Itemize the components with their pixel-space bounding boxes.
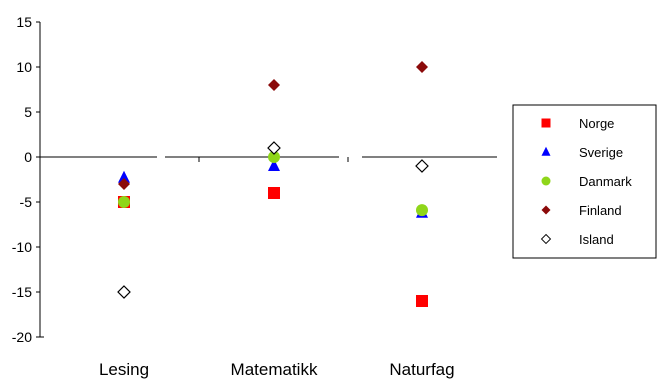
y-tick-label: 15 [16,14,32,30]
point-sverige [268,159,280,171]
point-island [117,285,131,299]
point-danmark [416,204,428,217]
point-island [267,141,281,155]
category-label: Lesing [99,360,149,379]
y-tick-label: 5 [24,104,32,120]
legend-label: Norge [579,116,614,131]
legend-label: Sverige [579,145,623,160]
y-tick-label: -20 [12,329,32,345]
legend-marker [541,176,551,186]
y-tick-label: 10 [16,59,32,75]
point-finland [416,61,428,73]
y-tick-label: -5 [20,194,33,210]
point-norge [416,295,428,307]
point-sverige [118,170,130,183]
legend-label: Island [579,232,614,247]
point-danmark [268,151,280,163]
point-island [415,159,429,173]
legend-marker [541,146,551,156]
category-label: Naturfag [389,360,454,379]
legend-label: Danmark [579,174,632,189]
legend: Norge Sverige Danmark Finland Island [512,104,657,259]
legend-marker [541,205,551,215]
legend-box [512,104,657,259]
point-danmark [118,196,130,208]
y-tick-label: -10 [12,239,32,255]
point-finland [118,178,130,190]
axes: 15 10 5 0 -5 -10 -15 -20 Lesing Matematikk Naturfa… [12,14,497,379]
point-finland [268,79,280,91]
y-tick-label: -15 [12,284,32,300]
legend-label: Finland [579,203,622,218]
category-label: Matematikk [231,360,318,379]
point-norge [268,187,280,199]
data-points [117,61,429,307]
legend-marker [540,233,552,245]
y-tick-label: 0 [24,149,32,165]
legend-marker [541,118,551,128]
